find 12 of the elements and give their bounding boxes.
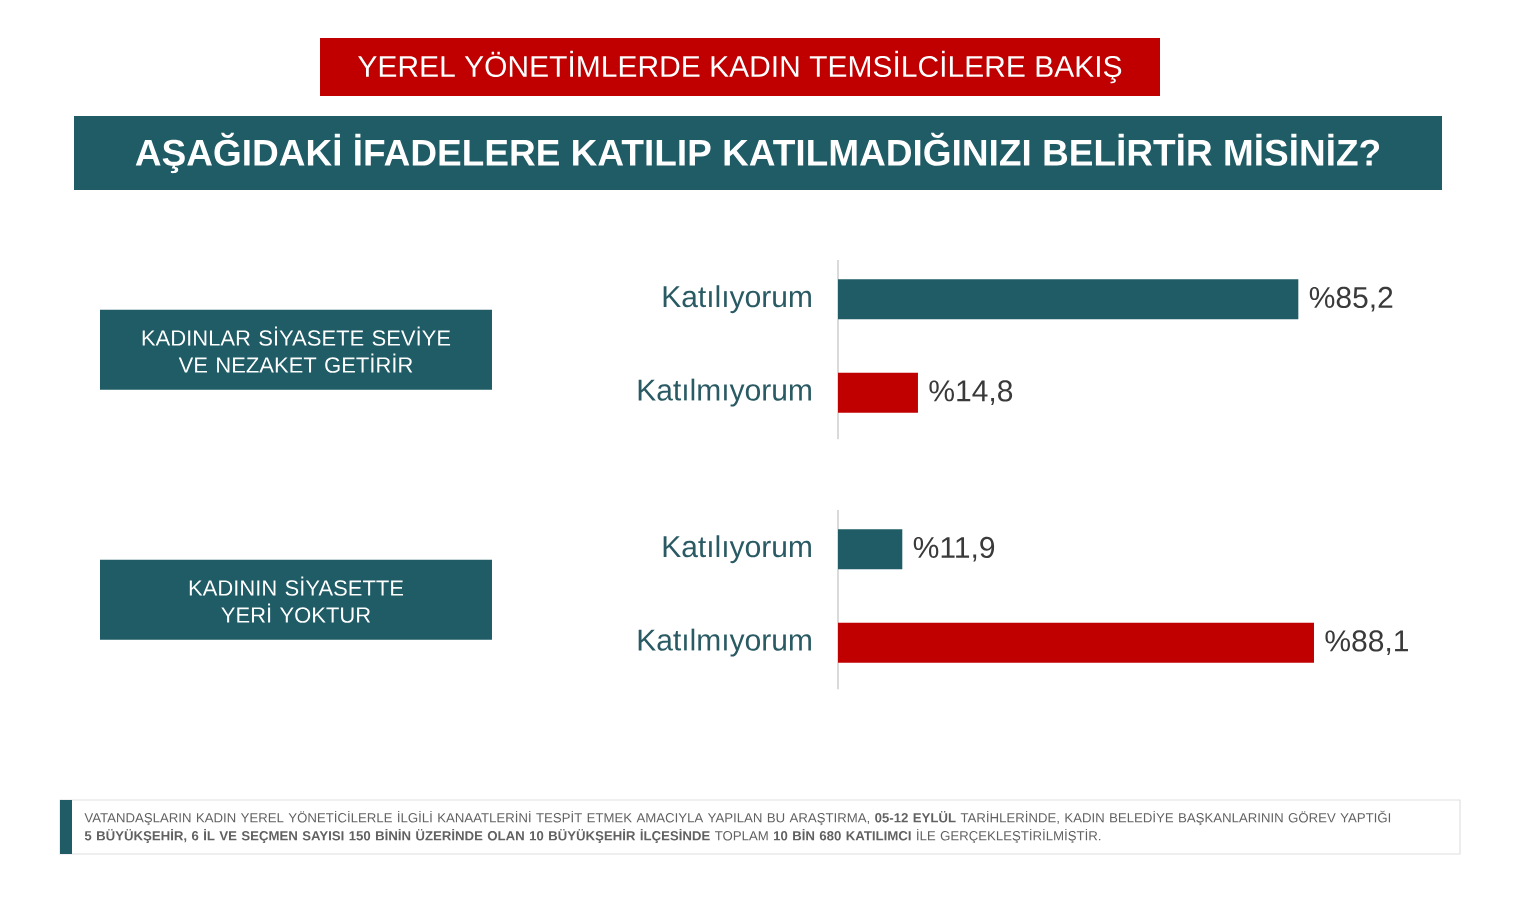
y-axis-title: KADINLAR SİYASETE SEVİYE VE NEZAKET GETİRİR <box>142 326 451 373</box>
y-axis-title: KADININ SİYASETTE YERİ YOKTUR <box>189 576 404 623</box>
chart-title: YEREL YÖNETİMLERDE KADIN TEMSİLCİLERE BAKIŞ <box>358 50 1122 84</box>
data-label: %14,8 <box>929 380 1013 405</box>
chart-subtitle: AŞAĞIDAKİ İFADELERE KATILIP KATILMADIĞINIZI BELİRTİR MİSİNİZ? <box>135 132 1380 174</box>
y-tick-label: Katılmıyorum <box>638 628 811 657</box>
y-tick-label: Katılıyorum <box>663 285 811 314</box>
y-tick-label: Katılıyorum <box>663 535 811 564</box>
data-label: %11,9 <box>913 536 995 562</box>
data-label: %85,2 <box>1309 286 1393 312</box>
data-label: %88,1 <box>1325 630 1408 656</box>
y-tick-label: Katılmıyorum <box>638 378 811 407</box>
